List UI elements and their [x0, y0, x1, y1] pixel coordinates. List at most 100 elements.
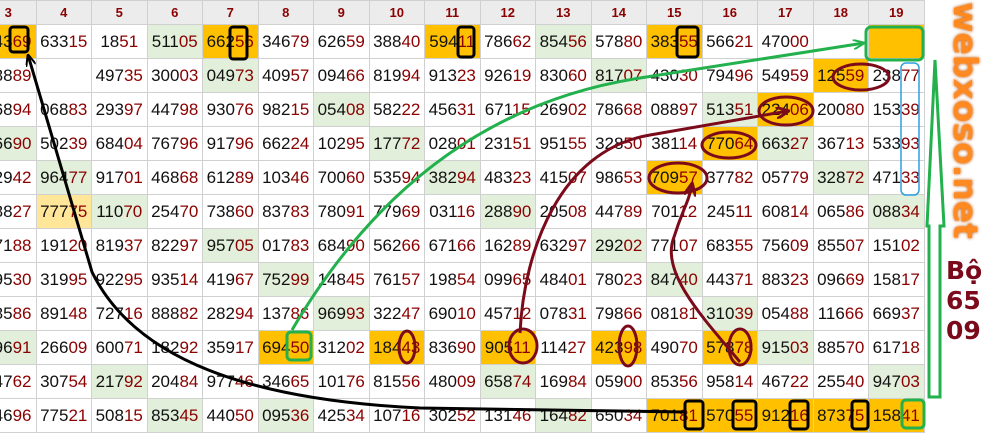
result-cell: 83060 — [535, 58, 592, 93]
result-cell: 6894 — [0, 92, 37, 127]
result-cell: 23151 — [479, 126, 536, 161]
result-cell: 89148 — [35, 296, 92, 331]
result-cell: 88882 — [146, 296, 203, 331]
column-header: 12 — [479, 0, 536, 25]
result-cell: 06586 — [812, 194, 869, 229]
result-cell: 8889 — [0, 58, 37, 93]
result-cell: 68404 — [91, 126, 148, 161]
result-cell: 4696 — [0, 398, 37, 433]
column-header: 11 — [424, 0, 481, 25]
result-cell — [812, 24, 869, 59]
result-cell: 9530 — [0, 262, 37, 297]
result-cell: 50815 — [91, 398, 148, 433]
result-cell: 51105 — [146, 24, 203, 59]
result-cell: 81937 — [91, 228, 148, 263]
result-cell — [868, 24, 925, 59]
result-cell: 07831 — [535, 296, 592, 331]
result-cell: 78023 — [590, 262, 647, 297]
column-header: 9 — [313, 0, 370, 25]
result-cell: 31039 — [701, 296, 758, 331]
result-cell: 29202 — [590, 228, 647, 263]
column-header: 17 — [757, 0, 814, 25]
result-cell: 11070 — [91, 194, 148, 229]
result-cell: 65874 — [479, 364, 536, 399]
result-cell: 06883 — [35, 92, 92, 127]
result-cell: 61289 — [202, 160, 259, 195]
table-row: 8889 497353000304973409570946681994913239… — [0, 58, 925, 93]
result-cell: 85345 — [146, 398, 203, 433]
result-cell: 72716 — [91, 296, 148, 331]
result-cell: 15339 — [868, 92, 925, 127]
result-cell: 08181 — [646, 296, 703, 331]
column-header: 8 — [257, 0, 314, 25]
result-cell: 16482 — [535, 398, 592, 433]
result-cell: 09965 — [479, 262, 536, 297]
result-cell: 6690 — [0, 126, 37, 161]
result-cell: 61718 — [868, 330, 925, 365]
result-cell: 88323 — [757, 262, 814, 297]
result-cell: 10176 — [313, 364, 370, 399]
result-cell: 65034 — [590, 398, 647, 433]
result-cell — [35, 58, 92, 93]
result-cell: 13786 — [257, 296, 314, 331]
result-cell: 19120 — [35, 228, 92, 263]
result-cell: 46722 — [757, 364, 814, 399]
result-cell: 32247 — [368, 296, 425, 331]
result-cell: 83690 — [424, 330, 481, 365]
result-cell: 48401 — [535, 262, 592, 297]
result-cell: 09669 — [812, 262, 869, 297]
result-cell: 17772 — [368, 126, 425, 161]
table-row: 4369633151851511056625634679626593884059… — [0, 24, 925, 59]
result-cell: 42398 — [590, 330, 647, 365]
column-header: 6 — [146, 0, 203, 25]
result-cell: 43030 — [646, 58, 703, 93]
result-cell: 98215 — [257, 92, 314, 127]
result-cell: 77107 — [646, 228, 703, 263]
result-cell: 90511 — [479, 330, 536, 365]
result-cell: 75609 — [757, 228, 814, 263]
result-cell: 02801 — [424, 126, 481, 161]
table-row: 6690502396840476796917966622410295177720… — [0, 126, 925, 161]
table-row: 8827777751107025470738608378378091779690… — [0, 194, 925, 229]
result-cell: 70112 — [646, 194, 703, 229]
result-cell: 38294 — [424, 160, 481, 195]
result-cell: 34679 — [257, 24, 314, 59]
result-cell: 05779 — [757, 160, 814, 195]
result-cell: 20080 — [812, 92, 869, 127]
result-cell: 66256 — [202, 24, 259, 59]
header-row: 3 4 5 6 7 8 9 10 11 12 13 14 15 16 17 18 19 — [0, 0, 925, 25]
green-up-arrow — [925, 59, 946, 399]
result-cell: 60071 — [91, 330, 148, 365]
column-header: 15 — [646, 0, 703, 25]
result-cell: 93514 — [146, 262, 203, 297]
column-header: 19 — [868, 0, 925, 25]
result-cell: 85356 — [646, 364, 703, 399]
result-cell: 14845 — [313, 262, 370, 297]
result-cell: 88570 — [812, 330, 869, 365]
result-cell: 30003 — [146, 58, 203, 93]
result-cell: 77775 — [35, 194, 92, 229]
result-cell: 48323 — [479, 160, 536, 195]
result-cell: 16289 — [479, 228, 536, 263]
result-cell: 96993 — [313, 296, 370, 331]
result-cell: 67166 — [424, 228, 481, 263]
column-header: 18 — [812, 0, 869, 25]
result-cell: 69450 — [257, 330, 314, 365]
result-cell: 40957 — [257, 58, 314, 93]
result-cell: 70181 — [646, 398, 703, 433]
column-header: 4 — [35, 0, 92, 25]
result-cell: 49070 — [646, 330, 703, 365]
result-cell: 22406 — [757, 92, 814, 127]
result-cell: 78662 — [479, 24, 536, 59]
result-cell: 79496 — [701, 58, 758, 93]
result-cell: 53594 — [368, 160, 425, 195]
result-cell: 81556 — [368, 364, 425, 399]
result-cell: 41967 — [202, 262, 259, 297]
result-cell: 26902 — [535, 92, 592, 127]
result-cell: 28890 — [479, 194, 536, 229]
result-cell: 38840 — [368, 24, 425, 59]
result-cell: 05488 — [757, 296, 814, 331]
